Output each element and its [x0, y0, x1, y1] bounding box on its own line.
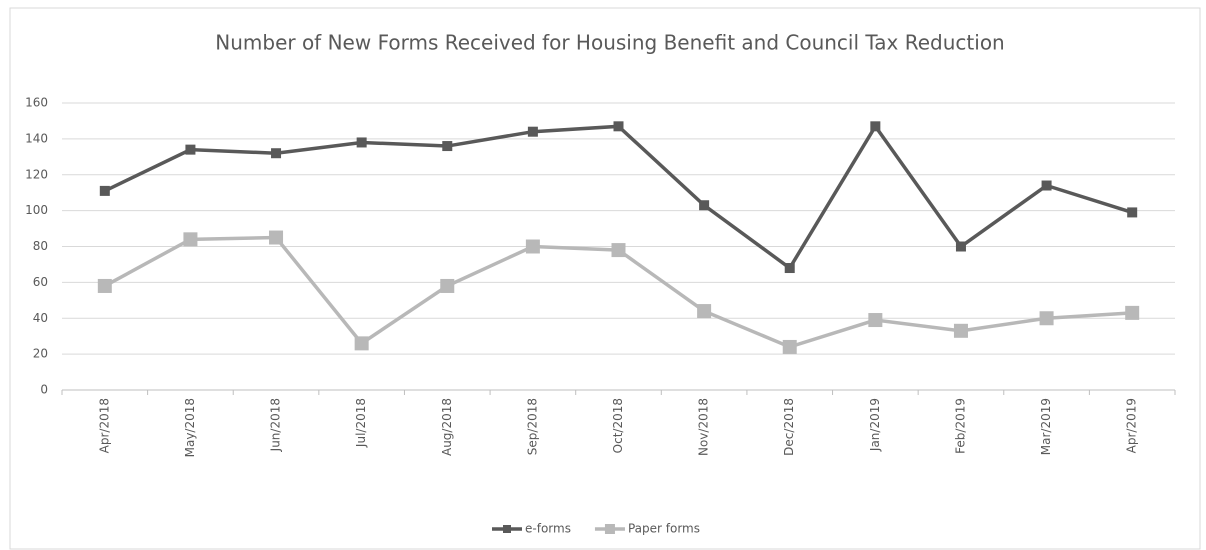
y-tick-label: 80	[33, 239, 48, 253]
marker	[953, 323, 968, 338]
x-tick-label: Jul/2018	[354, 398, 368, 448]
y-tick-label: 140	[25, 131, 48, 145]
marker	[97, 278, 112, 293]
x-tick-label: Feb/2019	[953, 398, 967, 454]
marker	[271, 148, 282, 159]
marker	[354, 336, 369, 351]
marker	[1125, 305, 1140, 320]
legend-marker	[604, 524, 615, 534]
x-tick-label: Oct/2018	[611, 398, 625, 453]
legend-label: Paper forms	[628, 522, 700, 536]
marker	[1039, 311, 1054, 326]
x-tick-label: May/2018	[183, 398, 197, 457]
marker	[611, 243, 626, 258]
marker	[269, 230, 284, 245]
x-tick-label: Aug/2018	[440, 398, 454, 456]
marker	[870, 121, 881, 132]
marker	[699, 200, 710, 211]
marker	[185, 144, 196, 155]
x-tick-label: Nov/2018	[697, 398, 711, 456]
marker	[527, 126, 538, 137]
y-tick-label: 40	[33, 311, 48, 325]
x-tick-label: Mar/2019	[1039, 398, 1053, 455]
y-tick-label: 20	[33, 347, 48, 361]
legend-marker	[503, 525, 511, 533]
marker	[99, 185, 110, 196]
marker	[784, 263, 795, 274]
x-tick-label: Dec/2018	[782, 398, 796, 456]
marker	[525, 239, 540, 254]
y-tick-label: 60	[33, 275, 48, 289]
marker	[440, 278, 455, 293]
chart-title: Number of New Forms Received for Housing…	[215, 31, 1004, 55]
marker	[1041, 180, 1052, 191]
x-tick-label: Apr/2019	[1125, 398, 1139, 453]
marker	[782, 339, 797, 354]
x-tick-label: Apr/2018	[97, 398, 111, 453]
x-tick-label: Jun/2018	[269, 398, 283, 452]
y-tick-label: 0	[40, 383, 48, 397]
marker	[356, 137, 367, 148]
marker	[955, 241, 966, 252]
legend-label: e-forms	[525, 522, 571, 536]
chart-frame	[9, 7, 1201, 550]
marker	[1127, 207, 1138, 218]
marker	[868, 313, 883, 328]
x-tick-label: Sep/2018	[525, 398, 539, 455]
x-tick-label: Jan/2019	[868, 398, 882, 452]
marker	[442, 141, 453, 152]
y-tick-label: 120	[25, 167, 48, 181]
marker	[697, 304, 712, 319]
marker	[613, 121, 624, 132]
marker	[183, 232, 198, 247]
y-tick-label: 100	[25, 203, 48, 217]
y-tick-label: 160	[25, 96, 48, 110]
